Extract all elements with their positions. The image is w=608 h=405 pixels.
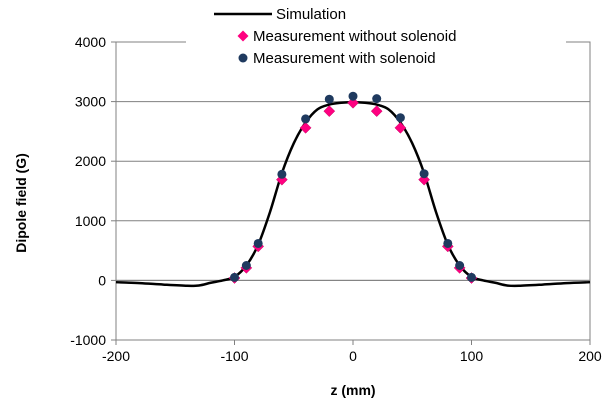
x-axis-title: z (mm) — [330, 382, 375, 398]
measurement-with-solenoid-point — [443, 238, 453, 248]
plot-area-frame — [115, 41, 591, 341]
measurement-with-solenoid-point — [324, 94, 334, 104]
measurement-with-solenoid-point — [419, 169, 429, 179]
measurement-with-solenoid-point — [230, 272, 239, 282]
x-tick-label: -100 — [220, 348, 248, 364]
grid-lines — [116, 41, 590, 281]
x-tick-label: 200 — [578, 348, 602, 364]
legend-without-solenoid-swatch — [237, 30, 249, 42]
measurement-without-solenoid-point — [394, 121, 407, 134]
y-tick-label: 4000 — [75, 34, 106, 50]
measurement-with-solenoid-point — [348, 91, 358, 101]
measurement-without-solenoid-point — [370, 105, 383, 117]
series — [115, 91, 591, 288]
measurement-with-solenoid-point — [467, 272, 476, 282]
measurement-with-solenoid-point — [253, 238, 263, 248]
y-tick-label: 3000 — [75, 94, 106, 110]
x-tick-label: -200 — [102, 348, 130, 364]
y-tick-label: 0 — [98, 272, 106, 288]
measurement-without-solenoid-point — [347, 96, 359, 109]
y-tick-label: 1000 — [75, 213, 106, 229]
measurement-with-solenoid-point — [277, 169, 287, 179]
measurement-with-solenoid-point — [301, 114, 311, 124]
x-tick-label: 100 — [460, 348, 484, 364]
measurement-with-solenoid-point — [395, 113, 405, 123]
legend-label: Measurement without solenoid — [253, 28, 456, 45]
y-tick-label: -1000 — [70, 332, 106, 348]
legend-label: Simulation — [276, 6, 346, 23]
x-tick-label: 0 — [349, 348, 357, 364]
simulation-line — [115, 100, 591, 288]
legend-with-solenoid-swatch — [238, 53, 248, 63]
legend: Simulation Measurement without solenoid Me… — [186, 5, 566, 67]
y-axis-title: Dipole field (G) — [13, 153, 29, 253]
measurement-with-solenoid-point — [241, 261, 251, 270]
measurement-with-solenoid-point — [372, 94, 382, 104]
legend-label: Measurement with solenoid — [253, 50, 436, 67]
measurement-without-solenoid-point — [323, 105, 336, 117]
measurement-with-solenoid-point — [455, 261, 465, 270]
measurement-without-solenoid-point — [299, 121, 312, 134]
y-tick-label: 2000 — [75, 153, 106, 169]
